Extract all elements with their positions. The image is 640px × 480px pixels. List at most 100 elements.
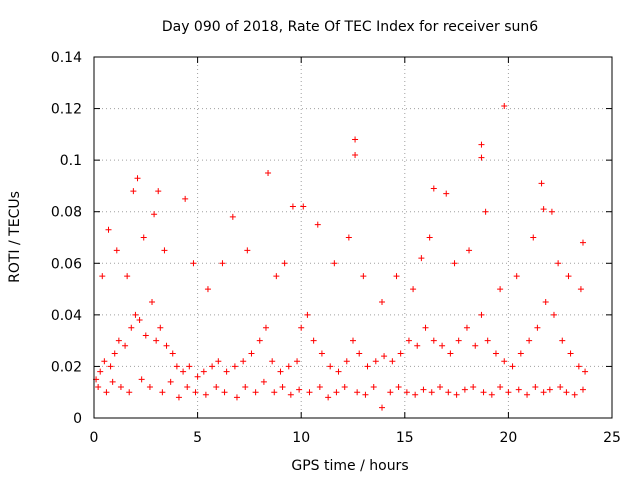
data-point [314, 221, 321, 228]
y-tick-label: 0.1 [60, 153, 82, 169]
data-point [219, 260, 226, 267]
data-point [387, 389, 394, 396]
y-tick-label: 0.12 [51, 102, 82, 118]
data-point [455, 337, 462, 344]
data-point [126, 389, 133, 396]
data-point [256, 337, 263, 344]
data-point [439, 342, 446, 349]
data-point [304, 311, 311, 318]
chart-title: Day 090 of 2018, Rate Of TEC Index for r… [162, 19, 538, 35]
data-point [132, 311, 139, 318]
data-point [453, 391, 460, 398]
data-point [294, 358, 301, 365]
data-point [252, 389, 259, 396]
data-point [231, 363, 238, 370]
data-point [130, 188, 137, 195]
data-point [167, 378, 174, 385]
data-point [244, 247, 251, 254]
data-point [497, 384, 504, 391]
data-point [430, 185, 437, 192]
data-point [103, 389, 110, 396]
data-point [526, 337, 533, 344]
data-point [175, 394, 182, 401]
data-point [115, 337, 122, 344]
data-point [466, 247, 473, 254]
data-point [428, 389, 435, 396]
data-point [405, 337, 412, 344]
data-point [532, 384, 539, 391]
data-point [186, 363, 193, 370]
data-point [107, 363, 114, 370]
data-point [513, 273, 520, 280]
data-point [571, 391, 578, 398]
y-tick-label: 0 [73, 411, 82, 427]
data-point [223, 368, 230, 375]
data-point [136, 317, 143, 324]
data-point [579, 239, 586, 246]
x-tick-label: 0 [90, 430, 99, 446]
data-point [480, 389, 487, 396]
data-point [470, 384, 477, 391]
data-point [389, 358, 396, 365]
data-point [445, 389, 452, 396]
grid [94, 57, 612, 418]
data-point [461, 386, 468, 393]
data-point [538, 180, 545, 187]
data-point [341, 384, 348, 391]
data-point [362, 391, 369, 398]
data-point [306, 389, 313, 396]
data-point [567, 350, 574, 357]
plot-frame [93, 56, 613, 419]
data-point [530, 234, 537, 241]
data-point [298, 324, 305, 331]
data-point [318, 350, 325, 357]
data-point [213, 384, 220, 391]
data-point [260, 378, 267, 385]
data-point [482, 208, 489, 215]
data-point [557, 384, 564, 391]
data-point [412, 391, 419, 398]
data-point [190, 260, 197, 267]
data-point [509, 363, 516, 370]
data-point [273, 273, 280, 280]
data-point [173, 363, 180, 370]
data-point [352, 151, 359, 158]
data-point [559, 337, 566, 344]
data-point [501, 358, 508, 365]
data-point [505, 389, 512, 396]
data-point [565, 273, 572, 280]
data-point [437, 384, 444, 391]
data-point [113, 247, 120, 254]
data-point [345, 234, 352, 241]
x-tick-label: 20 [499, 430, 517, 446]
x-tick-label: 15 [396, 430, 414, 446]
data-point [517, 350, 524, 357]
data-point [194, 373, 201, 380]
data-point [343, 358, 350, 365]
data-point [563, 389, 570, 396]
data-point [287, 391, 294, 398]
data-point [161, 247, 168, 254]
data-point [414, 342, 421, 349]
data-point [478, 141, 485, 148]
data-point [472, 342, 479, 349]
data-point [281, 260, 288, 267]
y-tick-label: 0.08 [51, 205, 82, 221]
data-point [142, 332, 149, 339]
data-point [579, 386, 586, 393]
x-tick-label: 5 [193, 430, 202, 446]
data-point [279, 384, 286, 391]
data-point [492, 350, 499, 357]
data-point [101, 358, 108, 365]
data-point [289, 203, 296, 210]
axis-ticks [93, 56, 613, 419]
data-point [497, 286, 504, 293]
data-point [381, 353, 388, 360]
data-point [242, 384, 249, 391]
data-point [447, 350, 454, 357]
data-point [159, 389, 166, 396]
data-point [310, 337, 317, 344]
data-point [331, 260, 338, 267]
data-point [463, 324, 470, 331]
